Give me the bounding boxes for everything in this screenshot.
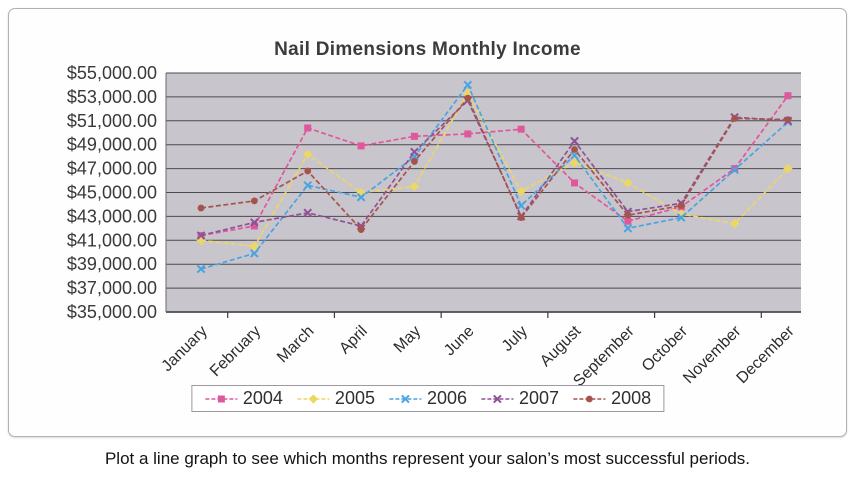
data-point [303,181,313,190]
data-point [250,218,259,227]
y-axis-label: $45,000.00 [67,183,157,203]
legend-item-2005: 2005 [296,388,375,409]
x-axis-label: April [336,323,371,358]
legend-label-2006: 2006 [426,388,468,408]
legend-item-2007: 2007 [480,388,559,409]
y-axis-label: $49,000.00 [67,135,157,155]
x-axis-label: August [537,322,585,370]
y-axis-labels: $55,000.00 $53,000.00 $51,000.00 $49,000.00… [67,63,157,322]
data-point [729,218,740,229]
data-point [624,211,632,219]
x-axis-label: March [274,323,317,366]
data-point [303,208,313,218]
legend-marker-2008 [573,395,606,402]
y-axis-label: $55,000.00 [67,63,157,83]
data-point [570,136,579,146]
data-point [196,264,206,274]
data-point [250,249,259,258]
data-point [623,178,633,188]
data-point [730,165,739,175]
data-point [517,125,525,133]
series-line-2008 [200,96,789,231]
x-axis-ticks [227,312,762,318]
data-point [250,197,258,205]
data-point [571,146,578,153]
data-point [731,115,738,122]
legend-marker-2006 [388,394,421,403]
data-point [357,226,365,233]
series-line-2004 [200,95,789,237]
legend-marker-2005 [296,393,329,404]
legend-item-2008: 2008 [572,388,651,409]
x-axis-label: January [159,323,211,375]
data-point [250,222,258,230]
data-point [623,224,633,233]
data-point [464,130,472,138]
x-axis-label: May [391,323,424,356]
legend-label-2008: 2008 [611,388,652,408]
y-axis-label: $39,000.00 [67,254,157,274]
chart-title: Nail Dimensions Monthly Income [274,39,581,60]
data-point [357,142,365,150]
series-2008 [197,94,792,233]
data-point [677,202,685,210]
y-axis-label: $53,000.00 [67,87,157,107]
data-point [676,213,686,222]
data-point [516,186,526,196]
legend-marker-2004 [204,395,237,402]
x-axis-label: December [734,322,799,387]
x-axis-label: June [441,323,478,360]
data-point [463,80,473,90]
data-point [624,217,632,225]
data-point [217,395,225,402]
x-axis-label: July [499,323,531,355]
data-point [571,179,579,187]
data-point [784,116,792,124]
data-point [356,192,366,202]
y-axis-label: $41,000.00 [67,230,157,250]
legend-marker-2007 [481,394,514,403]
legend-item-2004: 2004 [204,388,283,409]
data-point [410,132,418,140]
line-chart: $55,000.00 $53,000.00 $51,000.00 $49,000.00… [67,63,801,390]
data-point [304,167,312,175]
x-axis-label: February [207,323,264,380]
data-point [784,92,792,100]
data-point [410,147,419,157]
legend-label-2007: 2007 [519,388,560,408]
legend-item-2006: 2006 [388,388,467,409]
y-axis-label: $47,000.00 [67,159,157,179]
figure-caption: Plot a line graph to see which months re… [104,449,751,468]
series-line-2005 [200,91,789,248]
figure-card: Nail Dimensions Monthly Income $55,000.0… [8,8,847,437]
data-point [411,158,418,165]
legend-label-2005: 2005 [334,388,375,408]
data-point [308,393,318,404]
legend-label-2004: 2004 [242,388,283,408]
x-axis-label: October [639,322,692,375]
series-markers-2008 [197,94,792,233]
data-point [492,394,502,403]
data-point [516,201,526,210]
y-axis-label: $37,000.00 [67,278,157,298]
data-point [304,124,312,132]
y-axis-label: $43,000.00 [67,206,157,226]
data-point [517,214,525,221]
chart-legend: 2004 2005 2006 2007 2008 [190,385,665,412]
data-point [400,394,410,403]
gridlines [166,72,801,313]
series-line-2006 [200,83,789,270]
data-point [464,94,472,102]
y-axis-label: $35,000.00 [67,302,157,322]
y-axis-label: $51,000.00 [67,111,157,131]
data-point [196,231,206,240]
data-point [585,395,593,402]
data-point [197,204,205,212]
